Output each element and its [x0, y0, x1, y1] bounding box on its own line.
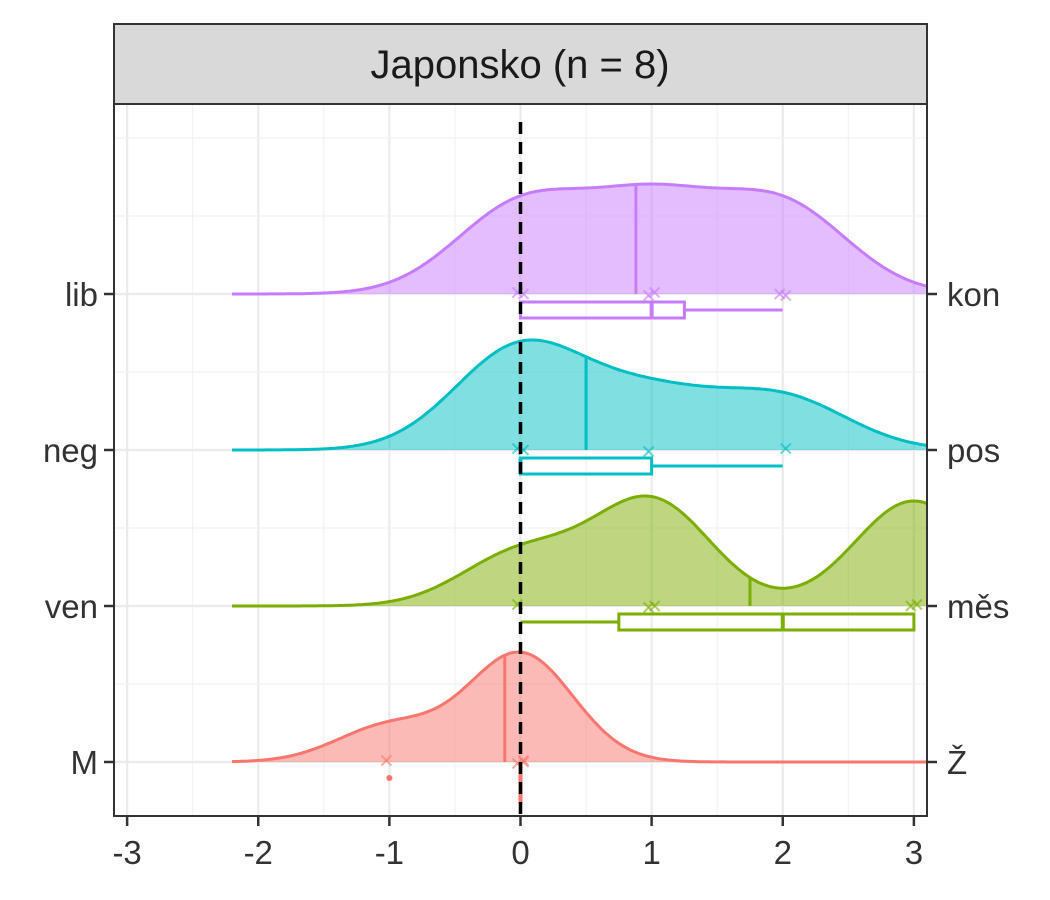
y-label-left: lib — [65, 276, 98, 313]
y-label-left: neg — [43, 432, 98, 469]
y-label-right: Ž — [947, 744, 967, 781]
density-curve — [232, 338, 928, 452]
y-label-right: měs — [947, 588, 1009, 625]
data-point — [642, 445, 655, 458]
strip-title: Japonsko (n = 8) — [370, 43, 669, 87]
data-point — [648, 286, 661, 299]
x-tick-label: 3 — [905, 834, 923, 871]
x-axis: -3 -2 -1 0 1 2 3 — [112, 816, 923, 871]
data-point — [380, 754, 393, 767]
density-curve — [232, 494, 928, 608]
strip-background — [113, 23, 928, 105]
box — [617, 612, 916, 632]
ridge-M — [231, 650, 927, 804]
y-label-right: kon — [947, 276, 1000, 313]
x-tick-label: 2 — [774, 834, 792, 871]
outlier-point — [386, 775, 393, 781]
data-point — [780, 289, 792, 302]
y-axes: lib kon neg pos ven měs M Ž — [43, 276, 1009, 781]
density-fill — [232, 340, 927, 450]
y-label-left: M — [71, 744, 99, 781]
density-fill — [232, 652, 927, 762]
data-point — [780, 442, 792, 455]
x-tick-label: 0 — [511, 834, 529, 871]
ridge-rows — [231, 182, 928, 804]
x-tick-label: -2 — [244, 834, 273, 871]
x-tick-label: -1 — [375, 834, 404, 871]
y-label-left: ven — [45, 588, 98, 625]
density-fill — [232, 496, 927, 606]
data-point — [642, 289, 655, 302]
data-point — [642, 601, 655, 614]
ridge-lib — [232, 182, 928, 320]
ridge-ven — [232, 494, 928, 632]
data-point — [905, 600, 917, 612]
x-tick-label: 1 — [642, 834, 660, 871]
density-fill — [232, 184, 927, 294]
density-curve — [232, 182, 928, 296]
x-tick-label: -3 — [112, 834, 141, 871]
density-curve — [231, 650, 927, 764]
y-label-right: pos — [947, 432, 1000, 469]
